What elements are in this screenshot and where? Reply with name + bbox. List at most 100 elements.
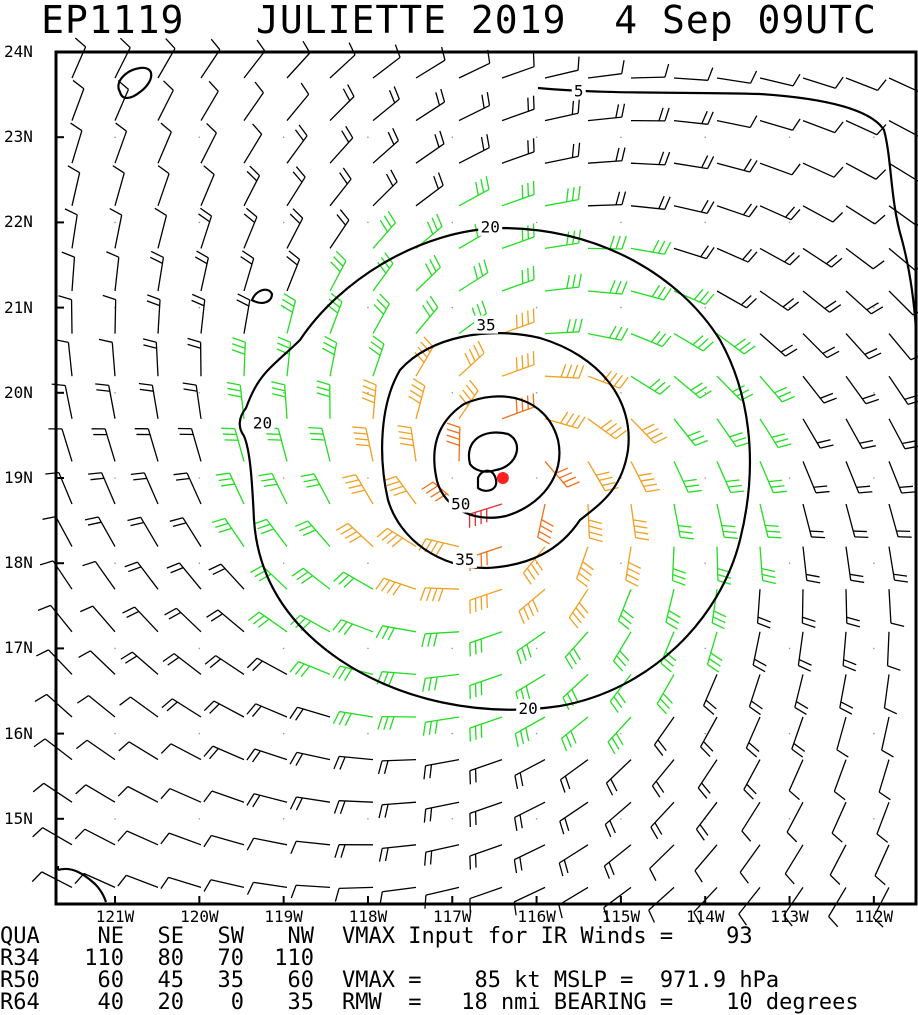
grid-point: [536, 477, 538, 479]
wind-barb: [398, 426, 416, 462]
wind-barb: [32, 872, 72, 888]
grid-point: [451, 648, 453, 650]
wind-barb: [502, 181, 534, 206]
wind-barb: [33, 783, 72, 802]
wind-barb: [158, 39, 175, 78]
wind-barb: [322, 336, 336, 376]
wind-barb: [875, 845, 889, 885]
wind-barb: [674, 246, 714, 259]
grid-point: [199, 136, 201, 138]
wind-barb: [846, 121, 886, 135]
contour-20-line: [240, 228, 750, 710]
wind-barb: [889, 504, 912, 537]
wind-barb: [674, 156, 714, 169]
wind-barb: [416, 131, 444, 163]
wind-barb: [271, 382, 287, 419]
grid-point: [114, 222, 116, 224]
grid-point: [283, 818, 285, 820]
wind-barb: [651, 802, 674, 839]
grid-point: [536, 307, 538, 309]
grid-point: [283, 136, 285, 138]
grid-point: [283, 392, 285, 394]
wind-barb: [560, 802, 588, 834]
wind-barb: [803, 248, 842, 267]
wind-barb: [760, 504, 782, 538]
wind-barb: [423, 717, 459, 736]
wind-barb: [695, 845, 717, 882]
wind-barb: [204, 835, 244, 846]
wind-barb: [76, 740, 115, 759]
wind-barb: [68, 166, 80, 206]
grid-point: [873, 136, 875, 138]
wind-barb: [753, 632, 766, 672]
wind-barb: [248, 612, 287, 632]
grid-point: [789, 222, 791, 224]
grid-point: [114, 733, 116, 735]
wind-barb: [666, 589, 681, 629]
wind-barb: [459, 176, 489, 206]
r34-ne: 110: [74, 948, 124, 970]
wind-barb: [561, 760, 588, 793]
grid-point: [199, 477, 201, 479]
wind-barb: [760, 547, 776, 584]
wind-barb: [421, 588, 459, 602]
grid-dots: [114, 51, 874, 819]
wind-barb: [334, 801, 373, 814]
wind-barb: [423, 674, 459, 691]
wind-barb: [746, 717, 760, 757]
wind-barb: [803, 376, 837, 403]
wind-barb: [342, 475, 373, 504]
wind-barb: [301, 474, 330, 504]
wind-barb: [155, 208, 167, 248]
contour-label: 5: [574, 81, 584, 100]
wind-barb: [33, 828, 72, 845]
r50-sw: 35: [194, 970, 244, 992]
wind-barb: [201, 123, 216, 163]
info-line-1: VMAX Input for IR Winds = 93: [342, 926, 753, 948]
wind-barb: [380, 845, 416, 862]
wind-barb: [588, 104, 624, 121]
grid-point: [114, 562, 116, 564]
wind-barb: [199, 208, 212, 248]
wind-barb: [161, 744, 201, 760]
wind-barb: [62, 252, 75, 291]
lon-label: 113W: [760, 908, 820, 926]
wind-barb: [652, 760, 674, 798]
wind-barb: [290, 662, 330, 677]
grid-point: [367, 733, 369, 735]
wind-barb: [118, 875, 158, 887]
wind-barb: [48, 429, 72, 462]
wind-barb: [803, 547, 820, 583]
wind-barb: [502, 96, 534, 121]
wind-barb: [244, 208, 257, 248]
wind-barb: [889, 163, 918, 181]
contour-label: 35: [476, 316, 495, 335]
wind-barb: [79, 651, 115, 675]
grid-point: [789, 477, 791, 479]
wind-barb: [846, 589, 860, 627]
lat-label: 19N: [4, 469, 50, 487]
grid-point: [620, 562, 622, 564]
grid-point: [451, 733, 453, 735]
wind-barb: [712, 589, 726, 628]
wind-barb: [334, 756, 373, 769]
grid-point: [620, 818, 622, 820]
wind-barb: [277, 337, 291, 376]
wind-barb: [330, 85, 354, 121]
wind-barb: [606, 760, 631, 796]
wind-barb: [798, 632, 811, 671]
wind-barb: [376, 578, 416, 595]
wind-barb: [209, 564, 244, 589]
wind-barb: [588, 504, 603, 541]
wind-barb: [317, 381, 330, 419]
wind-barb: [103, 295, 116, 333]
wind-barb: [178, 429, 201, 462]
grid-point: [704, 307, 706, 309]
table-header-row: QUA NE SE SW NW VMAX Input for IR Winds …: [0, 926, 918, 948]
wind-barb: [373, 170, 397, 206]
grid-point: [704, 136, 706, 138]
wind-barb: [470, 717, 502, 742]
wind-barb: [161, 833, 201, 845]
wind-barb: [717, 204, 757, 217]
wind-barb: [244, 40, 265, 78]
